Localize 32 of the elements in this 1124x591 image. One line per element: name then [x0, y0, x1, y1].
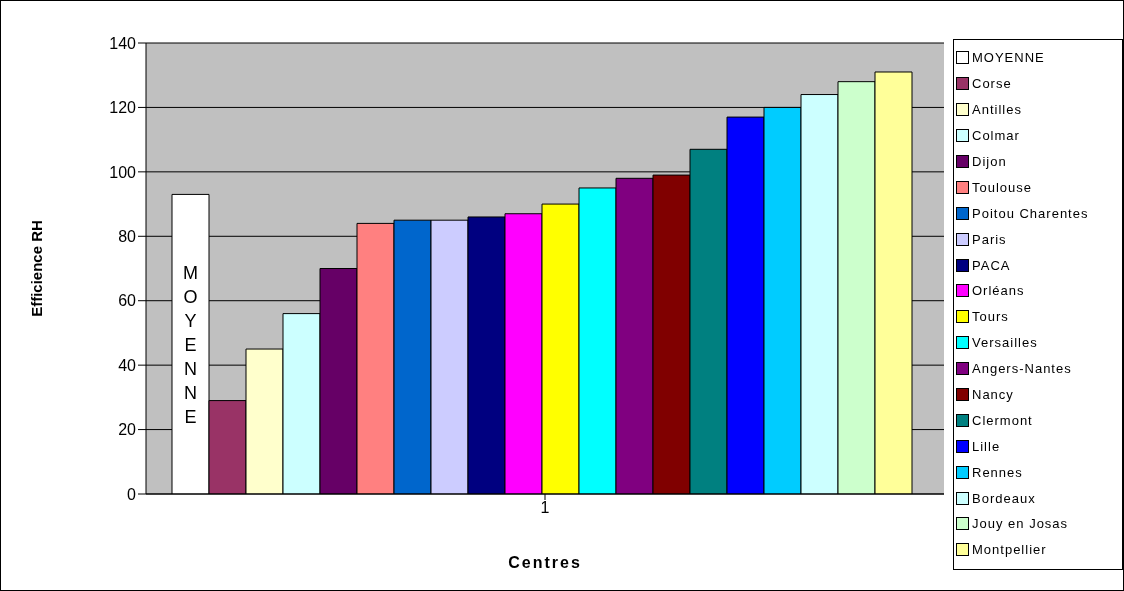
legend-label: Versailles	[972, 335, 1038, 351]
legend-label: Angers-Nantes	[972, 361, 1072, 377]
y-tick-label: 140	[109, 34, 137, 52]
y-tick-label: 0	[127, 485, 137, 503]
y-tick-label: 80	[118, 227, 137, 245]
y-tick-label: 120	[109, 99, 137, 117]
legend-label: Bordeaux	[972, 490, 1036, 506]
legend-label: Poitou Charentes	[972, 205, 1089, 221]
legend-label: Nancy	[972, 387, 1014, 403]
y-axis-title: Efficience RH	[28, 220, 46, 317]
y-tick-label: 20	[118, 421, 137, 439]
legend-label: Toulouse	[972, 179, 1033, 195]
legend-label: Colmar	[972, 128, 1020, 144]
legend-label: Corse	[972, 76, 1012, 92]
legend-label: Rennes	[972, 464, 1023, 480]
x-axis-title: Centres	[508, 554, 582, 571]
legend-label: Clermont	[972, 412, 1033, 428]
legend-label: MOYENNE	[972, 50, 1045, 66]
legend-label: Paris	[972, 231, 1007, 247]
legend-label: Antilles	[972, 102, 1022, 118]
legend-label: Lille	[972, 438, 1001, 454]
legend-label: Orléans	[972, 283, 1025, 299]
data-label: MOYENNE	[183, 263, 198, 428]
legend-label: Jouy en Josas	[972, 516, 1069, 532]
y-tick-label: 60	[118, 292, 137, 310]
y-tick-label: 40	[118, 356, 137, 374]
x-tick-label: 1	[540, 499, 550, 517]
legend-label: Dijon	[972, 154, 1007, 169]
legend-label: Tours	[972, 309, 1009, 325]
legend-label: PACA	[972, 257, 1011, 273]
legend-label: Montpellier	[972, 542, 1047, 558]
y-tick-label: 100	[109, 163, 137, 181]
